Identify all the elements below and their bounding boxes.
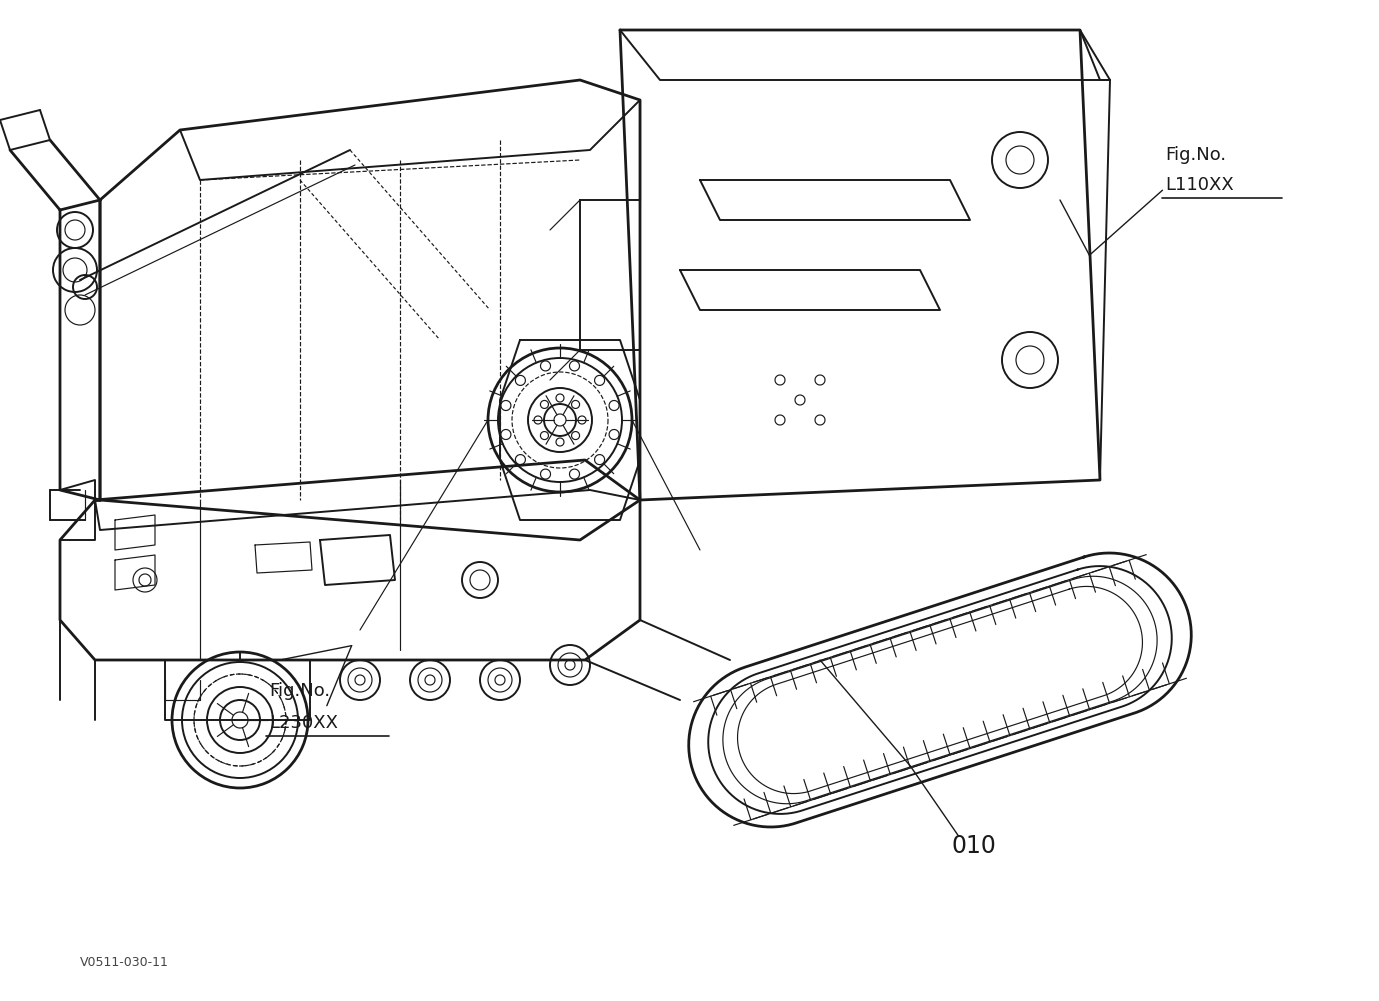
Text: 010: 010 [952, 834, 997, 858]
Text: Fig.No.: Fig.No. [1165, 146, 1226, 164]
Text: L230XX: L230XX [269, 714, 338, 732]
Text: L110XX: L110XX [1165, 176, 1234, 194]
Text: V0511-030-11: V0511-030-11 [80, 957, 168, 969]
Text: Fig.No.: Fig.No. [269, 682, 330, 700]
